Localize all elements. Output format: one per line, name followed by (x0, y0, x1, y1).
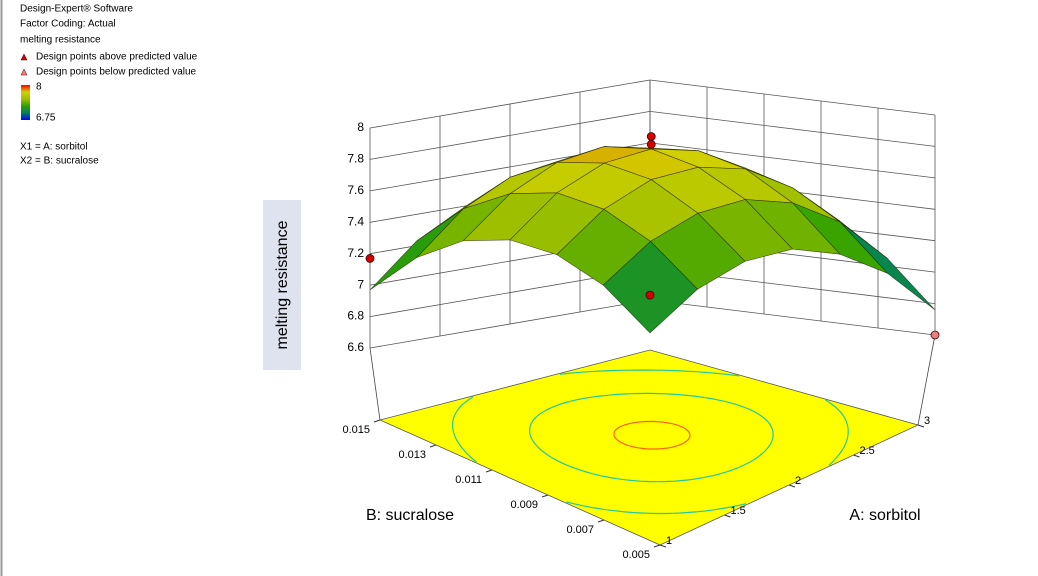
surface-cell (602, 240, 698, 334)
legend-title: melting resistance (20, 35, 101, 46)
annotation: Design-Expert® Software (20, 4, 133, 15)
x-tick (724, 514, 731, 518)
floor-contour (529, 392, 774, 483)
x-axis-title: A: sorbitol (849, 507, 920, 524)
z-tick-label: 7.6 (347, 183, 364, 197)
floor-contour (613, 420, 691, 450)
z-label-box (263, 200, 301, 370)
floor-contour (825, 399, 849, 466)
y-tick (373, 419, 381, 423)
box-connector (369, 347, 381, 421)
y-tick (597, 519, 605, 523)
design-point (365, 254, 375, 263)
y-tick (541, 494, 549, 498)
floor-contour (452, 396, 477, 463)
y-tick (485, 469, 493, 473)
surface-cell (369, 208, 464, 291)
design-point (930, 330, 940, 340)
z-tick-label: 7 (357, 277, 364, 291)
colorbar (21, 85, 30, 120)
factor-label: X2 = B: sucralose (20, 156, 99, 167)
y-axis-title: B: sucralose (366, 507, 454, 524)
z-grid-line (369, 79, 936, 129)
colorbar-max-label: 8 (36, 82, 42, 93)
z-axis-title: melting resistance (274, 220, 291, 349)
box-connector (917, 334, 936, 426)
colorbar-min-label: 6.75 (36, 113, 56, 124)
design-point (646, 139, 656, 149)
z-tick-label: 6.6 (347, 340, 364, 354)
z-tick-label: 8 (357, 120, 364, 134)
y-tick-label: 0.013 (398, 449, 426, 461)
y-tick (653, 544, 661, 548)
y-tick-label: 0.005 (622, 549, 650, 561)
y-tick-label: 0.015 (342, 424, 370, 436)
design-point (646, 132, 656, 141)
x-tick-label: 2 (795, 475, 801, 487)
x-tick-label: 3 (924, 415, 930, 427)
annotation: Factor Coding: Actual (20, 19, 116, 30)
legend-label: Design points above predicted value (36, 52, 198, 63)
x-tick (917, 424, 925, 428)
y-tick-label: 0.009 (510, 499, 538, 511)
x-tick-label: 1 (666, 535, 672, 547)
y-tick (429, 444, 437, 448)
x-tick (788, 484, 796, 488)
x-tick (853, 454, 860, 458)
floor (378, 349, 920, 546)
legend-marker (20, 68, 28, 76)
design-point (645, 290, 655, 300)
z-tick-label: 6.8 (347, 309, 364, 323)
factor-label: X1 = A: sorbitol (20, 142, 88, 153)
legend-label: Design points below predicted value (36, 67, 197, 78)
z-tick-label: 7.4 (347, 214, 364, 228)
x-tick-label: 1.5 (731, 505, 746, 517)
x-tick-label: 2.5 (860, 445, 875, 457)
y-tick-label: 0.007 (566, 524, 594, 536)
x-tick (659, 544, 667, 548)
legend-marker (20, 53, 28, 61)
z-tick-label: 7.8 (347, 152, 364, 166)
z-tick-label: 7.2 (347, 246, 364, 260)
floor-contour (559, 369, 740, 377)
y-tick-label: 0.011 (455, 474, 482, 486)
floor-contour (566, 501, 747, 515)
